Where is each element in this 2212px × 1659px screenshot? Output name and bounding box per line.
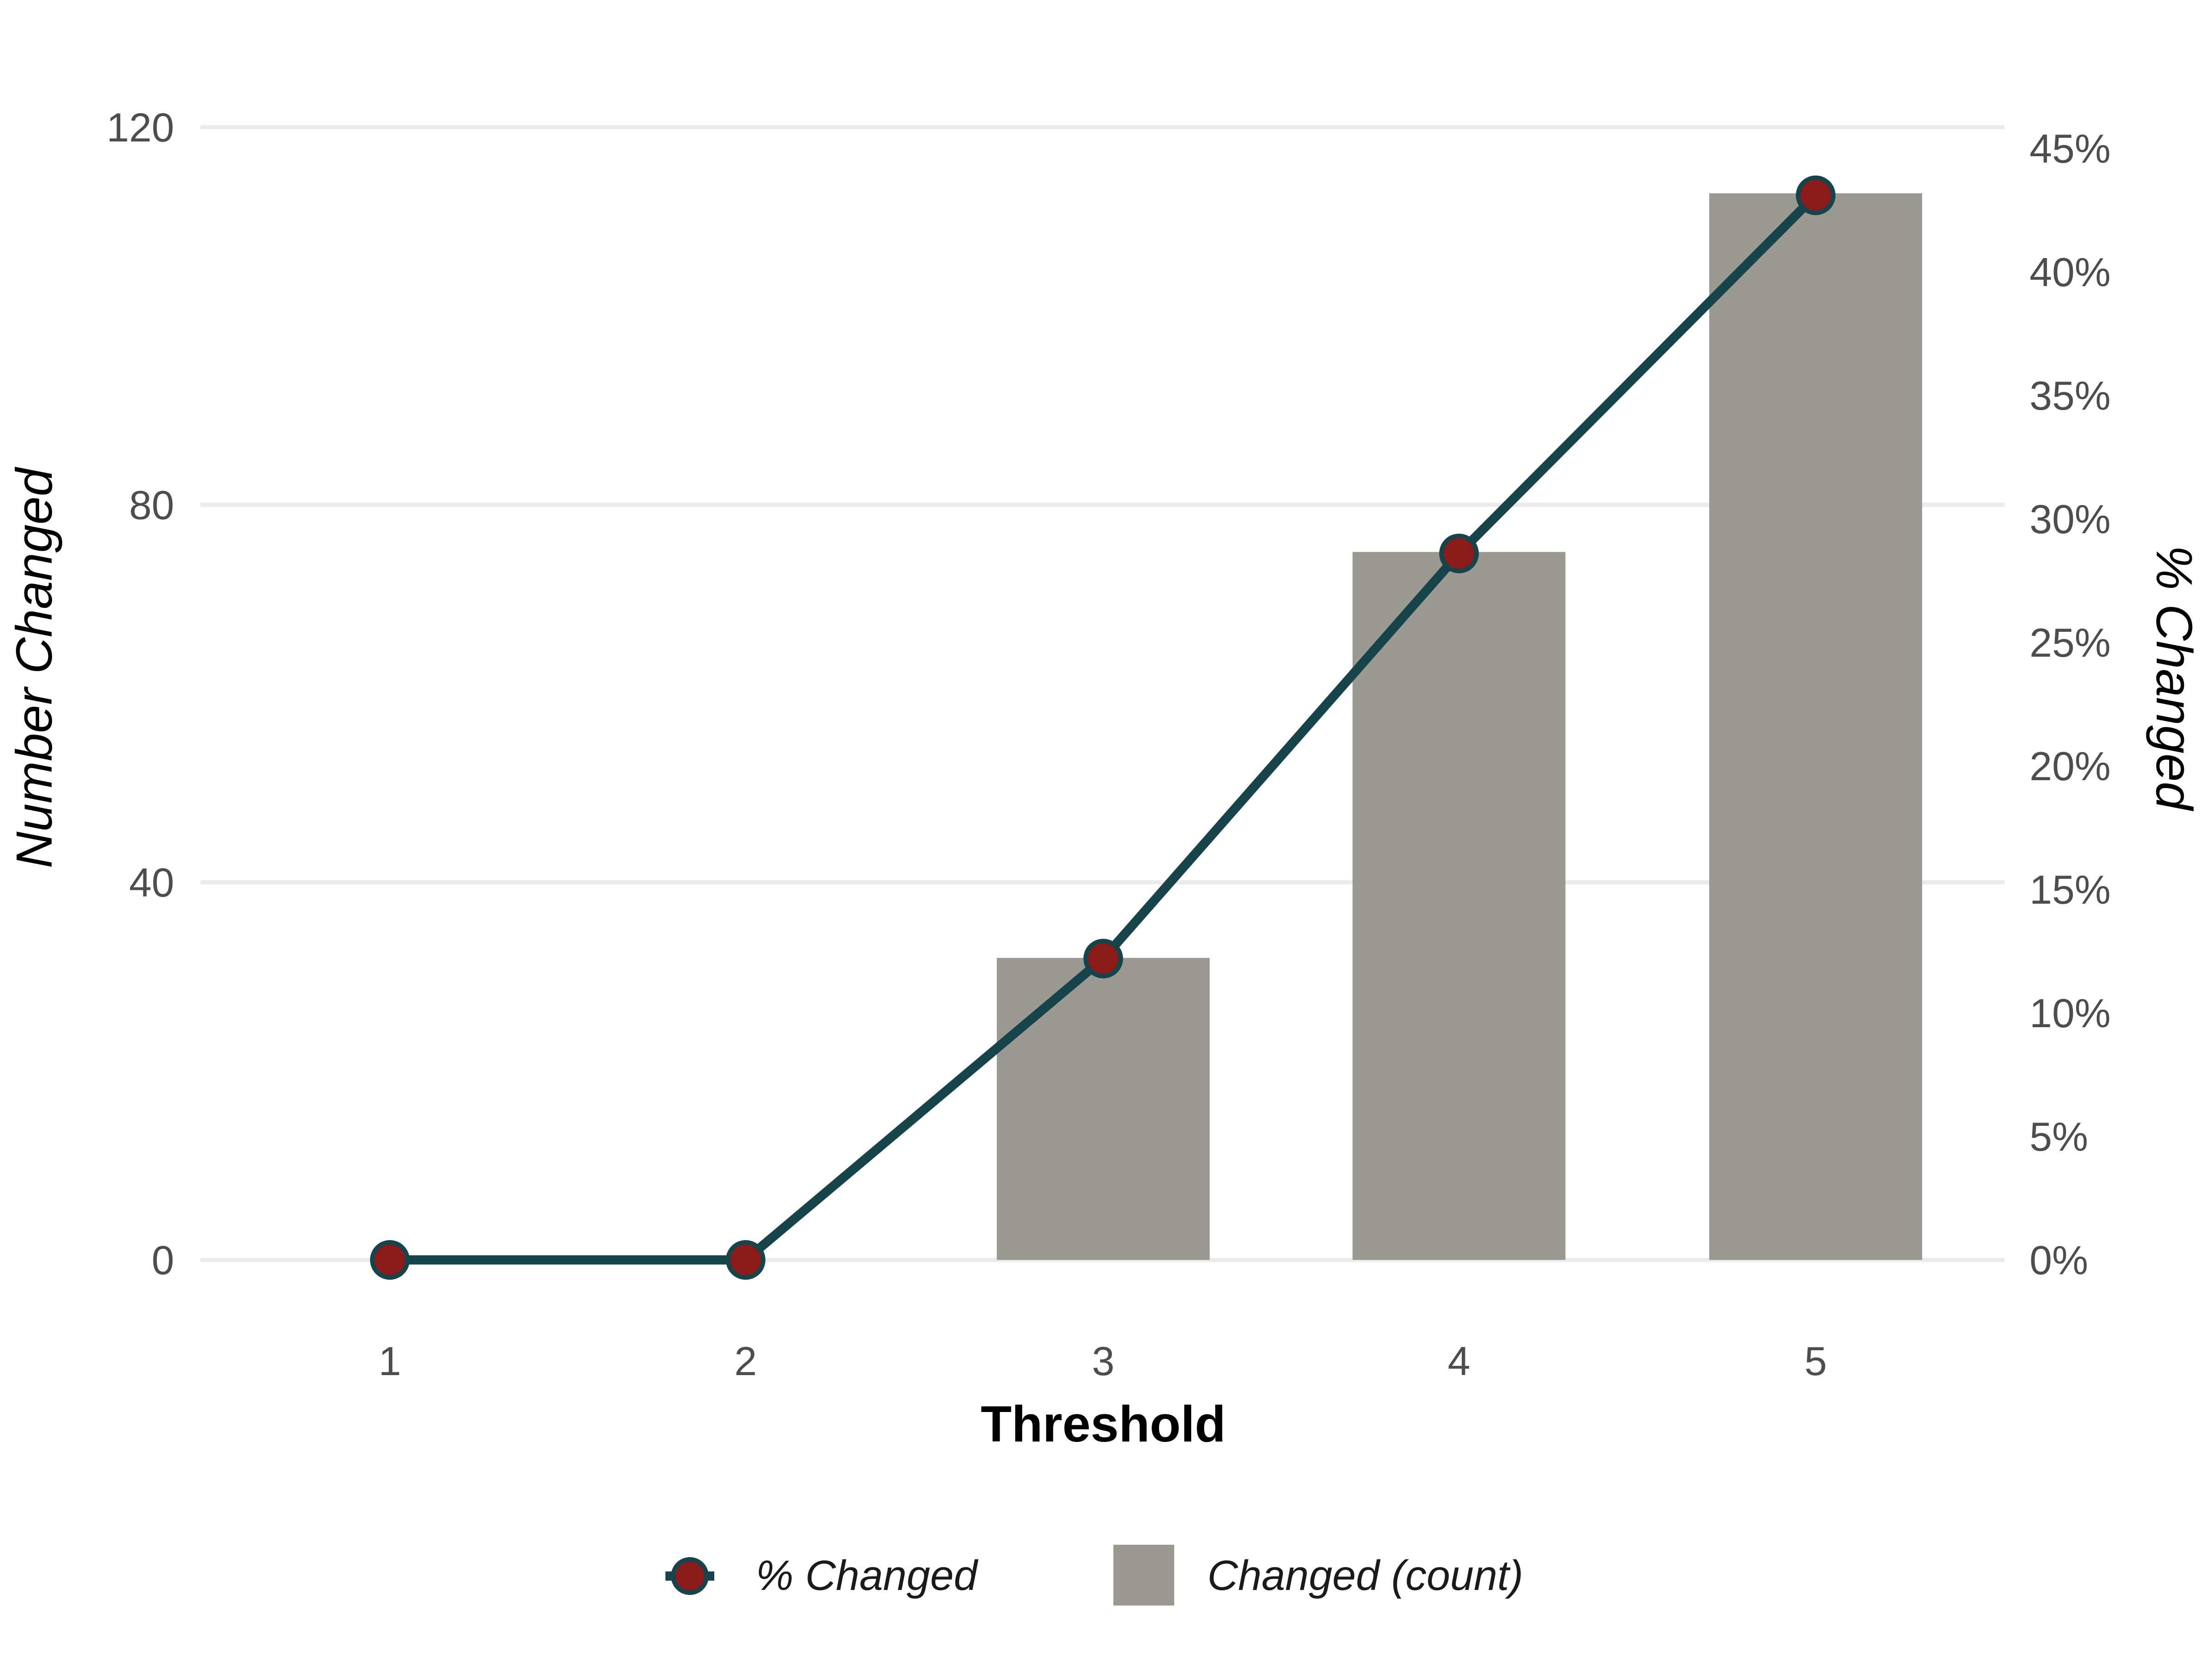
y2-tick-label: 35% xyxy=(2030,373,2111,418)
y2-tick-label: 20% xyxy=(2030,743,2111,789)
line-point xyxy=(1083,939,1123,979)
x-tick-label: 5 xyxy=(1805,1338,1827,1384)
x-axis-title: Threshold xyxy=(981,1396,1226,1453)
y-tick-label: 80 xyxy=(129,482,174,528)
percent-line xyxy=(370,175,1835,1280)
y-tick-label: 40 xyxy=(129,860,174,906)
y2-axis-title: % Changed xyxy=(2146,545,2202,812)
legend-label-count: Changed (count) xyxy=(1207,1552,1523,1599)
bar xyxy=(1709,193,1922,1260)
y2-tick-label: 15% xyxy=(2030,867,2111,912)
y2-tick-label: 30% xyxy=(2030,496,2111,542)
legend-item-count: Changed (count) xyxy=(1113,1545,1523,1606)
x-axis-ticks: 1 2 3 4 5 xyxy=(379,1338,1827,1384)
x-tick-label: 1 xyxy=(379,1338,401,1384)
y2-tick-label: 5% xyxy=(2030,1114,2088,1159)
y2-tick-label: 45% xyxy=(2030,126,2111,171)
bars xyxy=(997,193,1922,1260)
x-tick-label: 2 xyxy=(735,1338,757,1384)
y-axis-title: Number Changed xyxy=(6,466,63,868)
line-point xyxy=(1796,175,1835,215)
line-point xyxy=(726,1240,765,1280)
y-axis-right-ticks: 0% 5% 10% 15% 20% 25% 30% 35% 40% 45% xyxy=(2030,126,2111,1283)
y2-tick-label: 40% xyxy=(2030,249,2111,295)
y-tick-label: 120 xyxy=(106,105,174,150)
bar xyxy=(1353,552,1565,1260)
legend: % Changed Changed (count) xyxy=(665,1545,1523,1606)
legend-label-percent: % Changed xyxy=(756,1552,979,1599)
legend-item-percent: % Changed xyxy=(665,1552,979,1599)
y-axis-left-ticks: 0 40 80 120 xyxy=(106,105,174,1283)
legend-swatch-count xyxy=(1113,1545,1174,1606)
x-tick-label: 4 xyxy=(1448,1338,1471,1384)
x-tick-label: 3 xyxy=(1092,1338,1115,1384)
y2-tick-label: 0% xyxy=(2030,1237,2088,1283)
bar xyxy=(997,958,1210,1260)
line-point xyxy=(1439,534,1479,574)
y2-tick-label: 25% xyxy=(2030,620,2111,665)
y2-tick-label: 10% xyxy=(2030,990,2111,1036)
line-point xyxy=(370,1240,410,1280)
y-tick-label: 0 xyxy=(152,1237,174,1283)
legend-marker-key xyxy=(671,1557,709,1595)
